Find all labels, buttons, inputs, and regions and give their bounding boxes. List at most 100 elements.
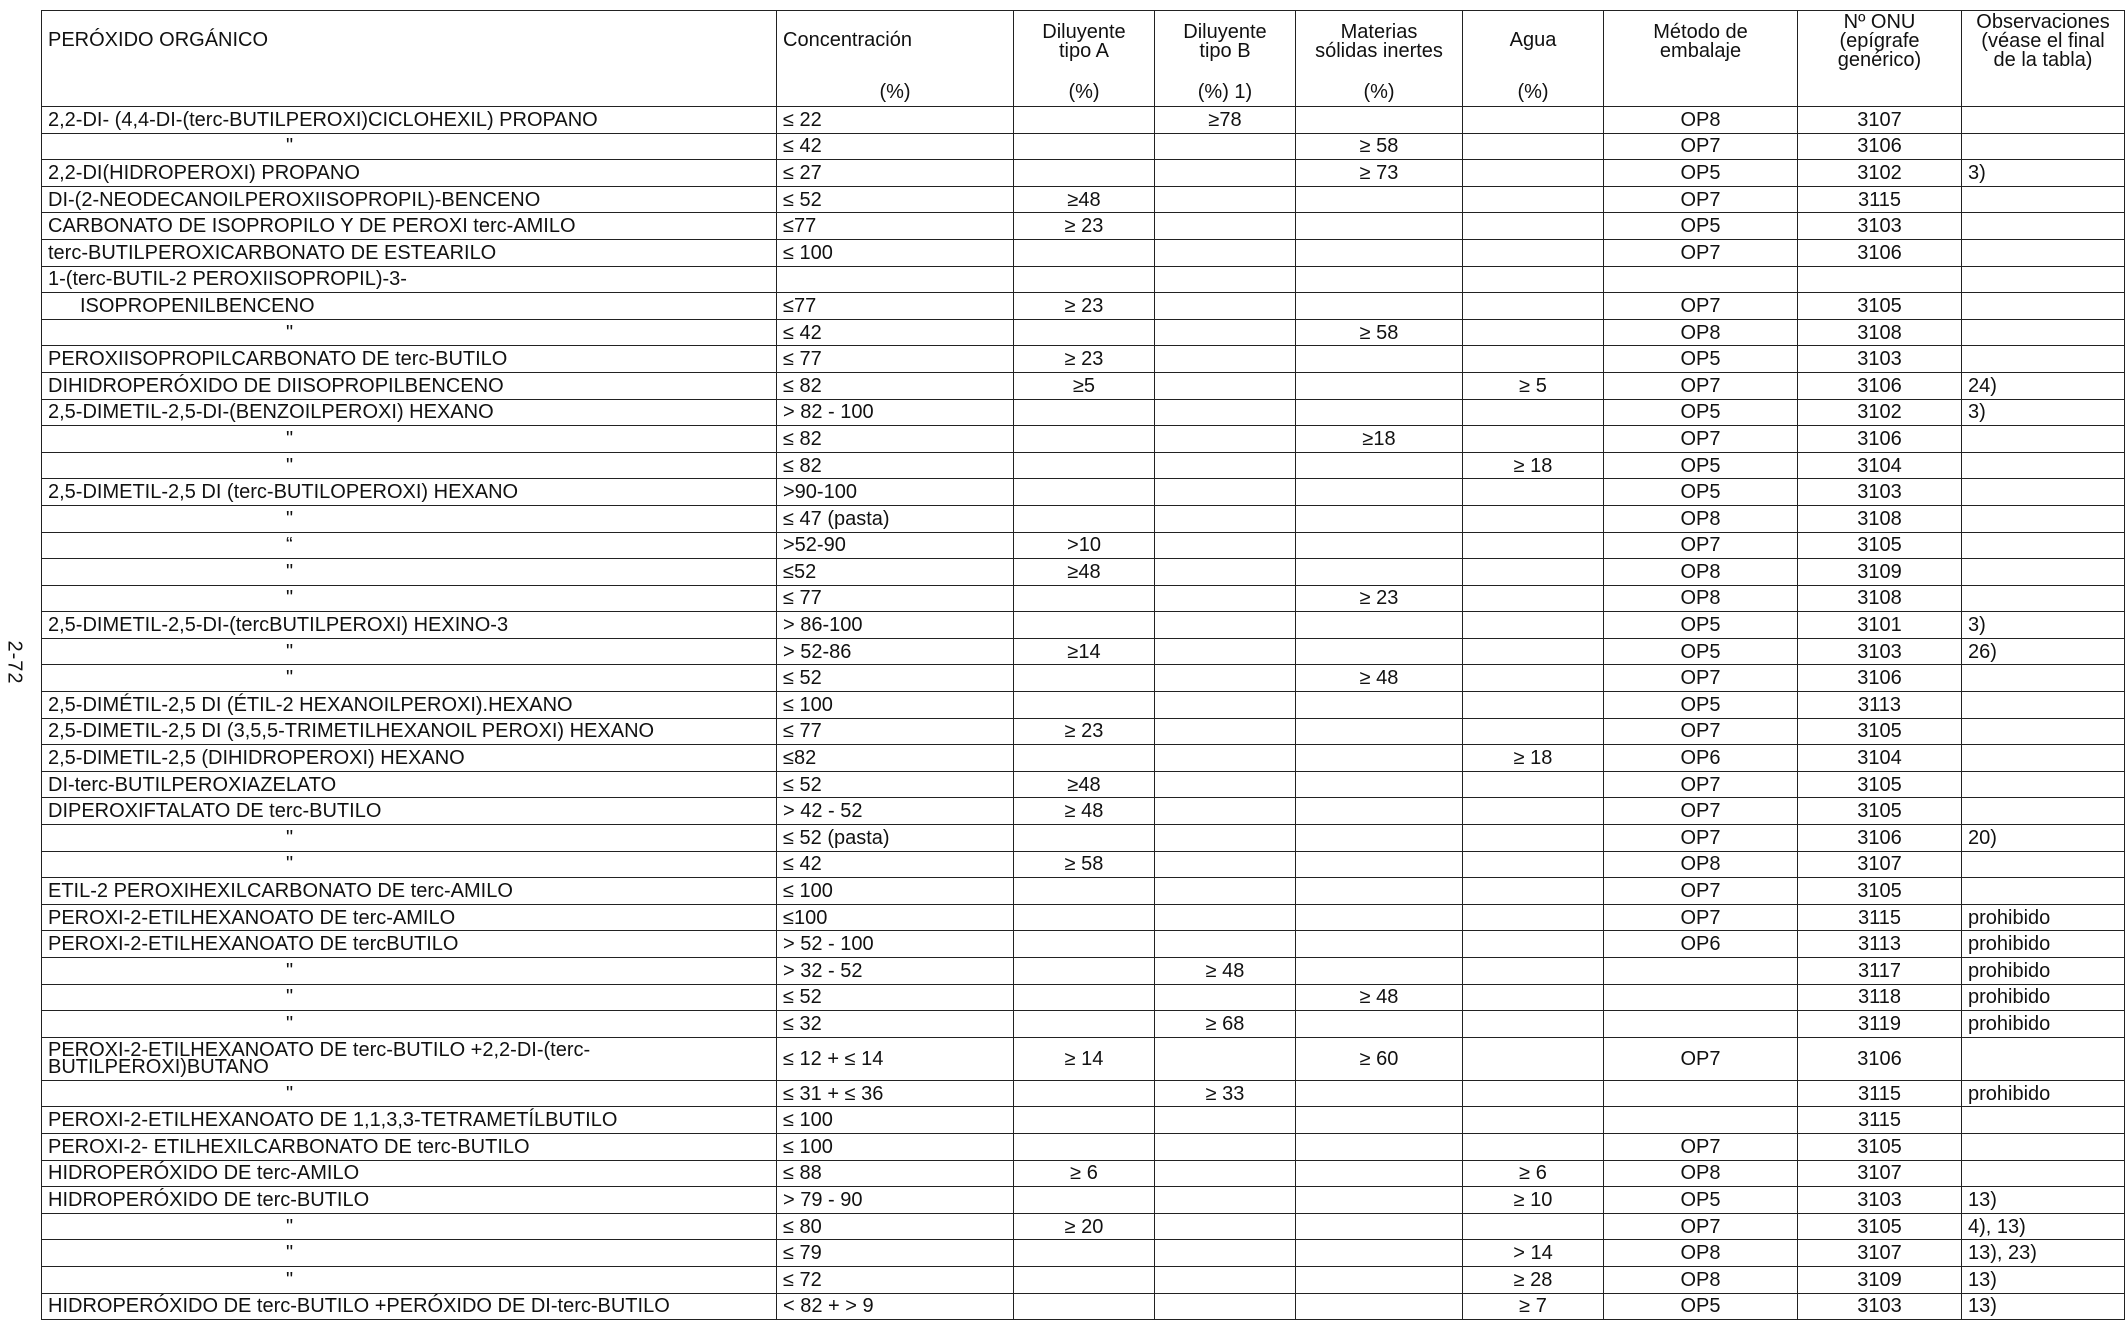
- cell-inert-solids: ≥ 48: [1295, 664, 1463, 693]
- cell-diluent-b: [1154, 159, 1296, 187]
- header-un-number: Nº ONU (epígrafe genérico): [1797, 10, 1962, 107]
- cell-peroxide-name: PEROXI-2-ETILHEXANOATO DE 1,1,3,3-TETRAM…: [41, 1106, 777, 1134]
- header-peroxide-label: PERÓXIDO ORGÁNICO: [48, 29, 269, 51]
- cell-packing-method: [1603, 265, 1798, 294]
- cell-observations: [1961, 664, 2125, 693]
- cell-inert-solids: [1295, 478, 1463, 506]
- cell-un-number: 3113: [1797, 691, 1962, 719]
- cell-inert-solids: [1295, 1106, 1463, 1134]
- cell-water: [1462, 159, 1604, 187]
- cell-water: [1462, 1132, 1604, 1161]
- cell-inert-solids: [1295, 877, 1463, 905]
- cell-observations: [1961, 106, 2125, 134]
- cell-peroxide-name: ": [41, 1212, 777, 1241]
- cell-un-number: 3105: [1797, 292, 1962, 320]
- cell-un-number: 3119: [1797, 1010, 1962, 1038]
- cell-packing-method: OP7: [1603, 185, 1798, 214]
- cell-diluent-a: ≥ 58: [1013, 850, 1155, 879]
- cell-inert-solids: [1295, 930, 1463, 958]
- cell-water: [1462, 558, 1604, 586]
- table-row: " ≤ 52 (pasta) OP7 3106 20): [41, 824, 2125, 852]
- cell-diluent-a: [1013, 504, 1155, 533]
- cell-observations: 20): [1961, 824, 2125, 852]
- cell-packing-method: OP8: [1603, 1159, 1798, 1188]
- cell-observations: [1961, 531, 2125, 560]
- table-row: 2,5-DIMETIL-2,5 DI (terc-BUTILOPEROXI) H…: [41, 478, 2125, 506]
- cell-diluent-a: [1013, 1106, 1155, 1134]
- cell-water: ≥ 10: [1462, 1186, 1604, 1214]
- header-diluent-b: Diluyente tipo B (%) 1): [1154, 10, 1296, 107]
- cell-peroxide-name: ": [41, 425, 777, 453]
- cell-peroxide-name: “: [41, 531, 777, 560]
- cell-concentration: ≤ 77: [776, 584, 1014, 613]
- cell-diluent-b: ≥ 33: [1154, 1079, 1296, 1108]
- cell-packing-method: OP7: [1603, 717, 1798, 746]
- cell-packing-method: OP5: [1603, 398, 1798, 427]
- cell-diluent-b: [1154, 1036, 1296, 1081]
- cell-un-number: 3104: [1797, 451, 1962, 480]
- cell-un-number: 3103: [1797, 1292, 1962, 1321]
- cell-inert-solids: [1295, 797, 1463, 826]
- cell-un-number: 3103: [1797, 345, 1962, 373]
- cell-peroxide-name: DI-(2-NEODECANOILPEROXIISOPROPIL)-BENCEN…: [41, 185, 777, 214]
- cell-observations: [1961, 238, 2125, 267]
- cell-concentration: ≤ 12 + ≤ 14: [776, 1036, 1014, 1081]
- header-water-unit: (%): [1517, 81, 1549, 103]
- cell-inert-solids: [1295, 531, 1463, 560]
- cell-diluent-a: ≥14: [1013, 637, 1155, 666]
- cell-packing-method: [1603, 957, 1798, 985]
- cell-peroxide-name: ": [41, 824, 777, 852]
- cell-observations: 13): [1961, 1265, 2125, 1294]
- cell-inert-solids: [1295, 265, 1463, 294]
- cell-peroxide-name: DI-terc-BUTILPEROXIAZELATO: [41, 770, 777, 799]
- cell-diluent-a: [1013, 451, 1155, 480]
- cell-diluent-a: ≥ 23: [1013, 717, 1155, 746]
- cell-concentration: ≤77: [776, 292, 1014, 320]
- table-row: 1-(terc-BUTIL-2 PEROXIISOPROPIL)-3-: [41, 265, 2125, 294]
- cell-un-number: 3102: [1797, 159, 1962, 187]
- cell-concentration: ≤ 100: [776, 238, 1014, 267]
- cell-diluent-b: [1154, 637, 1296, 666]
- cell-peroxide-name: ISOPROPENILBENCENO: [41, 292, 777, 320]
- peroxide-table: PERÓXIDO ORGÁNICO Concentración (%) Dilu…: [41, 10, 2125, 1321]
- table-row: " ≤52 ≥48 OP8 3109: [41, 558, 2125, 586]
- header-diluent-a: Diluyente tipo A (%): [1013, 10, 1155, 107]
- cell-observations: prohibido: [1961, 903, 2125, 932]
- header-observations-line1: Observaciones: [1976, 11, 2110, 33]
- cell-peroxide-name: ": [41, 1079, 777, 1108]
- cell-un-number: 3105: [1797, 770, 1962, 799]
- cell-packing-method: OP5: [1603, 478, 1798, 506]
- cell-concentration: ≤82: [776, 744, 1014, 772]
- cell-packing-method: [1603, 983, 1798, 1012]
- cell-water: [1462, 877, 1604, 905]
- cell-packing-method: OP7: [1603, 132, 1798, 161]
- cell-observations: [1961, 770, 2125, 799]
- cell-diluent-b: [1154, 1132, 1296, 1161]
- cell-packing-method: OP8: [1603, 1265, 1798, 1294]
- cell-packing-method: OP7: [1603, 1212, 1798, 1241]
- cell-observations: 3): [1961, 159, 2125, 187]
- cell-inert-solids: [1295, 1079, 1463, 1108]
- cell-diluent-a: ≥48: [1013, 558, 1155, 586]
- cell-concentration: ≤ 82: [776, 371, 1014, 400]
- cell-diluent-b: [1154, 983, 1296, 1012]
- page-number: 2-72: [3, 632, 26, 692]
- header-peroxide: PERÓXIDO ORGÁNICO: [41, 10, 777, 107]
- cell-observations: [1961, 1106, 2125, 1134]
- cell-peroxide-name: ": [41, 664, 777, 693]
- cell-inert-solids: ≥ 58: [1295, 132, 1463, 161]
- cell-peroxide-name: 2,5-DIMÉTIL-2,5 DI (ÉTIL-2 HEXANOILPEROX…: [41, 691, 777, 719]
- cell-diluent-b: [1154, 744, 1296, 772]
- cell-peroxide-name: PEROXI-2- ETILHEXILCARBONATO DE terc-BUT…: [41, 1132, 777, 1161]
- cell-diluent-b: [1154, 1265, 1296, 1294]
- table-row: " ≤ 42 ≥ 58 OP8 3107: [41, 850, 2125, 879]
- header-observations-line2: (véase el final: [1981, 30, 2105, 52]
- cell-peroxide-name: DIHIDROPERÓXIDO DE DIISOPROPILBENCENO: [41, 371, 777, 400]
- cell-diluent-a: ≥5: [1013, 371, 1155, 400]
- cell-concentration: ≤ 100: [776, 691, 1014, 719]
- cell-un-number: 3106: [1797, 238, 1962, 267]
- cell-packing-method: OP5: [1603, 345, 1798, 373]
- cell-packing-method: OP8: [1603, 504, 1798, 533]
- cell-water: [1462, 1010, 1604, 1038]
- header-inert-solids-line1: Materias: [1340, 21, 1418, 43]
